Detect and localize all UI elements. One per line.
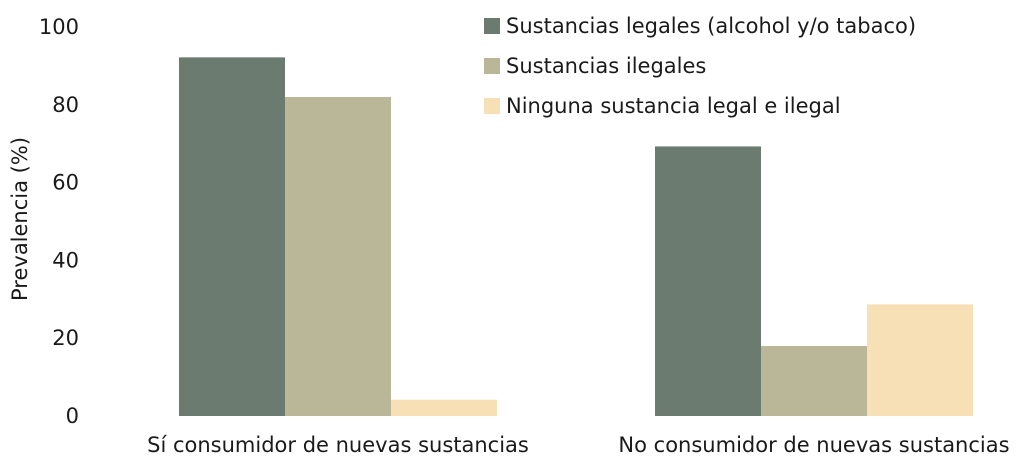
bar-2-category-2 [761,345,867,416]
y-axis-ticks: 0 20 40 60 80 100 [39,15,79,428]
category-labels: Sí consumidor de nuevas sustancias No con… [147,433,1009,457]
bar-3-category-2 [867,304,973,416]
legend-swatch [484,98,500,114]
legend-swatch [484,58,500,74]
y-axis-label: Prevalencia (%) [8,137,32,301]
bars [179,57,973,417]
y-tick-label: 0 [66,404,79,428]
y-tick-label: 40 [52,248,79,272]
legend-item: Sustancias ilegales [484,46,916,86]
legend-label: Sustancias ilegales [506,54,707,78]
bar-3-category-1 [391,399,497,416]
legend-item: Sustancias legales (alcohol y/o tabaco) [484,6,916,46]
legend-label: Ninguna sustancia legal e ilegal [506,94,841,118]
bar-1-category-2 [655,146,761,416]
y-tick-label: 60 [52,171,79,195]
bar-2-category-1 [285,97,391,417]
y-tick-label: 100 [39,15,79,39]
category-label: No consumidor de nuevas sustancias [618,433,1009,457]
legend-swatch [484,18,500,34]
legend-item: Ninguna sustancia legal e ilegal [484,86,916,126]
legend: Sustancias legales (alcohol y/o tabaco) S… [484,6,916,126]
y-tick-label: 80 [52,93,79,117]
bar-1-category-1 [179,57,285,416]
legend-label: Sustancias legales (alcohol y/o tabaco) [506,14,917,38]
y-tick-label: 20 [52,326,79,350]
category-label: Sí consumidor de nuevas sustancias [147,433,529,457]
